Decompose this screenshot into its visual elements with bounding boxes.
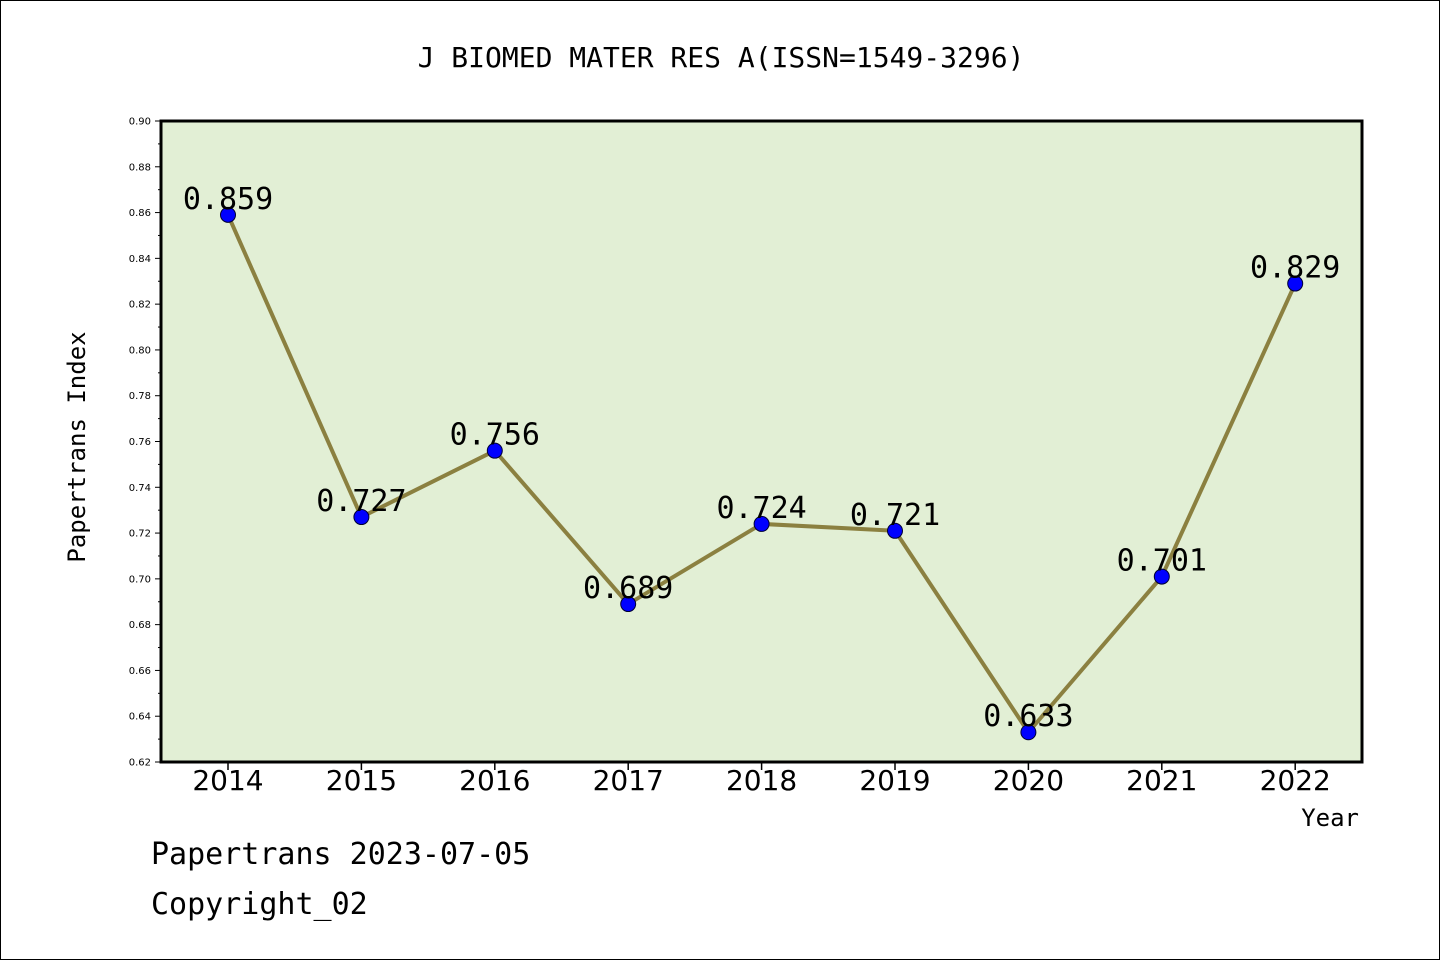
y-tick-label: 0.82 [129,300,151,311]
data-point [753,515,770,532]
data-point [353,509,370,526]
x-axis: 2014 2015 2016 2017 2018 2019 2020 2021 2022 [192,762,1331,797]
x-tick-label: 2016 [459,764,530,797]
data-label: 0.689 [583,571,673,606]
y-tick-label: 0.84 [129,254,151,265]
data-point [1153,568,1170,585]
footer-date: Papertrans 2023-07-05 [151,837,530,872]
y-tick-label: 0.64 [129,712,151,723]
x-tick-label: 2017 [593,764,664,797]
plot-border [159,119,1364,764]
data-label: 0.756 [450,418,540,453]
y-tick-label: 0.90 [129,117,151,128]
y-axis-label: Papertrans Index [63,331,91,562]
y-tick-label: 0.80 [129,345,151,356]
y-tick-label: 0.66 [129,666,151,677]
data-label: 0.633 [983,699,1073,734]
data-label: 0.724 [716,491,806,526]
data-point [620,596,637,613]
data-label: 0.829 [1250,251,1340,286]
data-label: 0.859 [183,182,273,217]
x-tick-label: 2019 [859,764,930,797]
y-tick-label: 0.86 [129,208,151,219]
data-point [887,522,903,539]
x-tick-label: 2022 [1260,764,1331,797]
y-tick-label: 0.78 [129,391,151,402]
y-tick-label: 0.62 [129,758,151,769]
y-tick-label: 0.74 [129,483,151,494]
data-label: 0.721 [850,498,940,533]
data-label: 0.701 [1117,544,1207,579]
y-tick-label: 0.72 [129,529,151,540]
x-tick-label: 2020 [993,764,1064,797]
x-tick-label: 2015 [326,764,397,797]
x-tick-label: 2014 [192,764,263,797]
footer-copyright: Copyright_02 [151,887,368,922]
y-axis: 0.62 0.64 0.66 0.68 0.70 0.72 0.74 0.76 0.78 0.80… [129,117,161,769]
data-point [1020,724,1037,741]
x-tick-label: 2021 [1126,764,1197,797]
data-point [1287,275,1304,292]
y-tick-label: 0.76 [129,437,151,448]
data-point [220,206,236,223]
y-tick-label: 0.68 [129,620,151,631]
y-tick-label: 0.70 [129,574,151,585]
chart-title: J BIOMED MATER RES A(ISSN=1549-3296) [418,41,1025,74]
data-point [486,442,503,459]
data-label-group: 0.859 0.727 0.756 0.689 0.724 0.721 0.633 0.701… [183,182,1341,734]
x-axis-label: Year [1301,804,1359,832]
x-tick-label: 2018 [726,764,797,797]
data-label: 0.727 [316,484,406,519]
plot-area [161,121,1362,762]
marker-group [220,206,1304,741]
y-tick-label: 0.88 [129,162,151,173]
